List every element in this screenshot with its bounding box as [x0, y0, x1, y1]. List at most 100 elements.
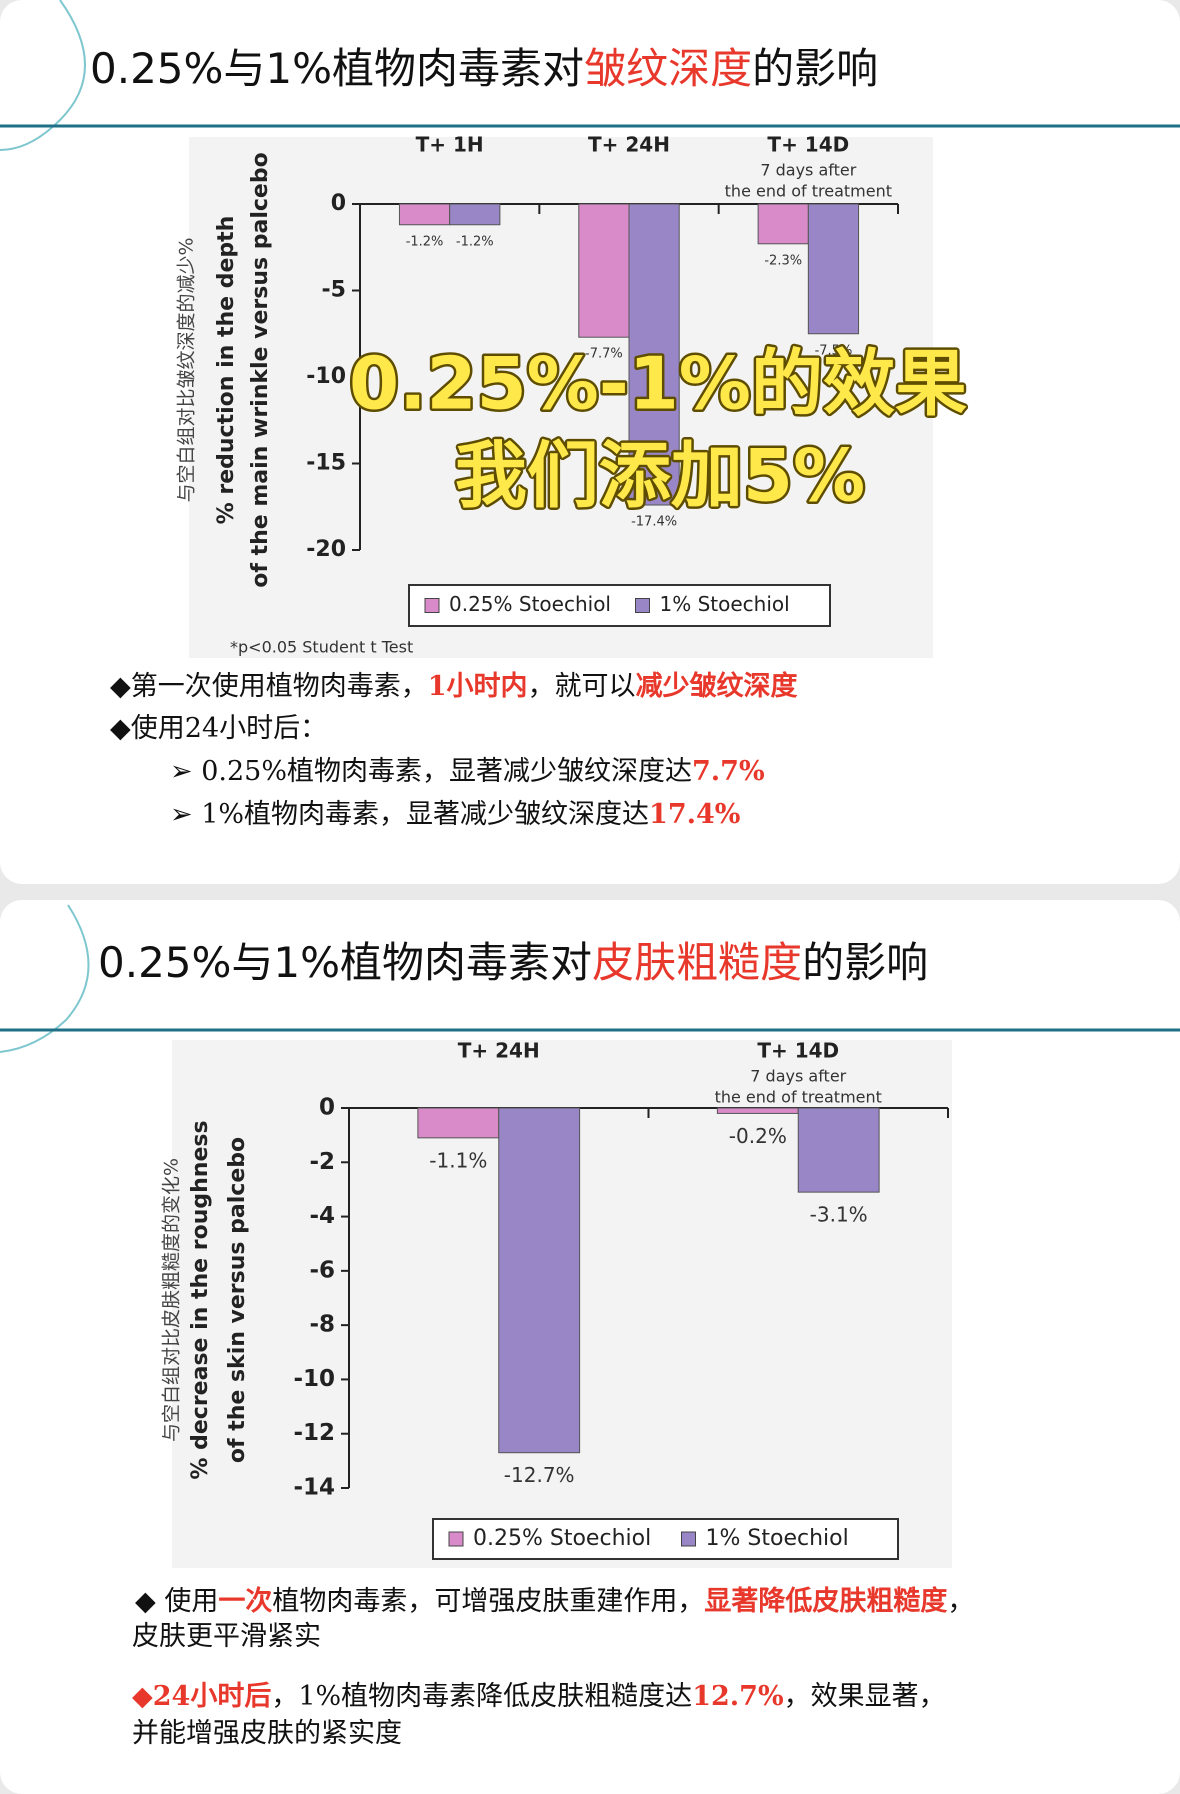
- y-tick-label: 0: [319, 1095, 335, 1121]
- value-label: -17.4%: [631, 515, 677, 530]
- note-segment: 皮肤更平滑紧实: [132, 1621, 321, 1652]
- y-axis-label: % decrease in the roughness: [188, 1120, 213, 1479]
- note-line: ◆第一次使用植物肉毒素，1小时内，就可以减少皱纹深度: [110, 670, 798, 702]
- category-note: 7 days after: [750, 1067, 846, 1086]
- y-tick-label: -5: [322, 278, 346, 303]
- note-segment: 17.4%: [649, 799, 740, 830]
- bar: [449, 203, 501, 226]
- legend-box: [432, 1518, 899, 1560]
- note-segment: ➢ 1%植物肉毒素，显著减少皱纹深度达: [170, 799, 649, 830]
- overlay-text: 我们添加5%: [455, 434, 865, 518]
- y-tick-label: 0: [331, 191, 346, 216]
- y-axis-label: of the skin versus palcebo: [225, 1137, 250, 1463]
- note-line: ◆使用24小时后：: [110, 713, 327, 744]
- title-part: 皮肤粗糙度: [592, 938, 802, 987]
- bar: [498, 1107, 581, 1454]
- legend-label: 0.25% Stoechiol: [473, 1526, 651, 1551]
- legend-swatch: [681, 1531, 696, 1547]
- category-note: the end of treatment: [715, 1088, 882, 1107]
- note-segment: ，: [947, 1586, 974, 1617]
- y-tick-label: -6: [309, 1257, 335, 1283]
- note-line: 皮肤更平滑紧实: [132, 1621, 321, 1652]
- legend-swatch: [448, 1531, 464, 1547]
- note-segment: 一次: [218, 1586, 272, 1617]
- category-note: 7 days after: [760, 161, 856, 180]
- bar: [807, 203, 860, 335]
- category-note: the end of treatment: [725, 182, 892, 201]
- note-segment: 12.7%: [692, 1681, 783, 1712]
- legend-swatch: [424, 598, 440, 613]
- note-segment: ➢ 0.25%植物肉毒素，显著减少皱纹深度达: [170, 756, 692, 787]
- note-segment: ，1%植物肉毒素降低皮肤粗糙度达: [271, 1681, 692, 1712]
- title-part: 皱纹深度: [584, 44, 752, 93]
- value-label: -3.1%: [810, 1203, 868, 1227]
- legend-label: 1% Stoechiol: [706, 1526, 849, 1551]
- y-tick-label: -10: [306, 364, 346, 389]
- category-label: T+ 14D: [767, 133, 849, 157]
- bar: [716, 1107, 799, 1114]
- note-segment: 并能增强皮肤的紧实度: [132, 1718, 402, 1749]
- y-tick-label: -20: [306, 537, 346, 562]
- note-line: ◆24小时后，1%植物肉毒素降低皮肤粗糙度达12.7%，效果显著，: [132, 1681, 946, 1712]
- value-label: -1.2%: [456, 234, 494, 249]
- note-segment: ◆24小时后: [132, 1681, 271, 1712]
- note-segment: ◆使用24小时后：: [110, 713, 327, 744]
- value-label: -12.7%: [504, 1463, 575, 1487]
- note-segment: 减少皱纹深度: [636, 670, 798, 702]
- title-part: 的影响: [752, 44, 878, 93]
- note-segment: ，效果显著，: [784, 1681, 946, 1712]
- bar: [398, 203, 451, 226]
- value-label: -7.5%: [815, 343, 853, 358]
- value-label: -2.3%: [764, 253, 802, 268]
- title-part: 的影响: [802, 938, 928, 987]
- note-line: ➢ 0.25%植物肉毒素，显著减少皱纹深度达7.7%: [170, 756, 765, 787]
- category-label: T+ 24H: [588, 133, 670, 157]
- title-part: 0.25%与1%植物肉毒素对: [98, 938, 592, 987]
- note-line: 并能增强皮肤的紧实度: [132, 1718, 402, 1749]
- y-axis-label: % reduction in the depth: [214, 216, 239, 525]
- note-line: ◆ 使用一次植物肉毒素，可增强皮肤重建作用，显著降低皮肤粗糙度，: [135, 1585, 974, 1617]
- value-label: -7.7%: [585, 347, 623, 362]
- legend-label: 1% Stoechiol: [660, 592, 790, 616]
- note-segment: 7.7%: [692, 756, 765, 787]
- bar: [797, 1107, 880, 1193]
- category-label: T+ 1H: [416, 133, 484, 157]
- legend-label: 0.25% Stoechiol: [449, 592, 611, 616]
- note-segment: 1小时内: [428, 671, 528, 702]
- y-tick-label: -14: [293, 1475, 335, 1501]
- y-tick-label: -12: [293, 1420, 335, 1446]
- overlay-text: 0.25%-1%的效果: [349, 342, 967, 426]
- bar: [628, 203, 680, 506]
- note-segment: ，就可以: [528, 671, 636, 702]
- value-label: -1.1%: [429, 1148, 487, 1172]
- note-segment: 显著降低皮肤粗糙度: [704, 1585, 947, 1617]
- category-label: T+ 14D: [757, 1039, 839, 1063]
- decor-arc: [0, 904, 90, 1053]
- note-segment: 植物肉毒素，可增强皮肤重建作用，: [272, 1586, 704, 1617]
- legend-swatch: [635, 598, 650, 613]
- value-label: -0.2%: [729, 1124, 787, 1148]
- footnote: *p<0.05 Student t Test: [230, 638, 413, 657]
- decor-arc: [0, 0, 86, 151]
- bar: [578, 203, 630, 338]
- y-tick-label: -15: [306, 451, 346, 476]
- y-tick-label: -4: [309, 1203, 335, 1229]
- note-segment: ◆第一次使用植物肉毒素，: [110, 671, 428, 702]
- y-tick-label: -10: [293, 1366, 335, 1392]
- category-label: T+ 24H: [458, 1039, 540, 1063]
- bar: [757, 203, 809, 245]
- y-tick-label: -8: [309, 1312, 335, 1338]
- y-axis-label-cn: 与空白组对比皱纹深度的减少%: [176, 237, 198, 502]
- title-part: 0.25%与1%植物肉毒素对: [90, 44, 584, 93]
- y-tick-label: -2: [309, 1149, 335, 1175]
- bar: [417, 1107, 500, 1139]
- legend-box: [408, 584, 831, 627]
- slide-title: 0.25%与1%植物肉毒素对皱纹深度的影响: [90, 44, 878, 93]
- value-label: -1.2%: [406, 234, 444, 249]
- note-segment: ◆ 使用: [135, 1586, 218, 1617]
- y-axis-label: of the main wrinkle versus palcebo: [248, 152, 273, 587]
- note-line: ➢ 1%植物肉毒素，显著减少皱纹深度达17.4%: [170, 799, 740, 830]
- slide-title: 0.25%与1%植物肉毒素对皮肤粗糙度的影响: [98, 938, 928, 987]
